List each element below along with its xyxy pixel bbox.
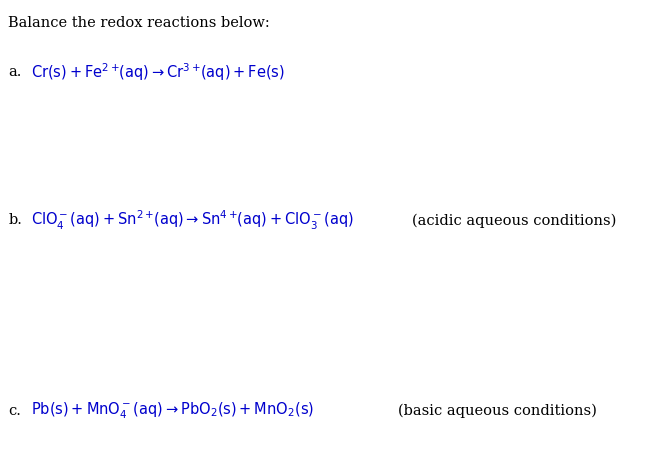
Text: $\mathrm{Pb(s) + MnO_4^-(aq) \rightarrow PbO_2(s) + MnO_2(s)}$: $\mathrm{Pb(s) + MnO_4^-(aq) \rightarrow… [31,400,314,420]
Text: c.: c. [8,403,21,417]
Text: $\mathrm{ClO_4^-(aq) + Sn^{2+}\!(aq) \rightarrow Sn^{4+}\!(aq) + ClO_3^-(aq)}$: $\mathrm{ClO_4^-(aq) + Sn^{2+}\!(aq) \ri… [31,208,354,232]
Text: b.: b. [8,213,22,227]
Text: (basic aqueous conditions): (basic aqueous conditions) [398,402,596,417]
Text: Balance the redox reactions below:: Balance the redox reactions below: [8,16,270,30]
Text: $\mathrm{Cr(s) + Fe^{2+}\!(aq) \rightarrow Cr^{3+}\!(aq) + Fe(s)}$: $\mathrm{Cr(s) + Fe^{2+}\!(aq) \rightarr… [31,61,285,82]
Text: a.: a. [8,65,22,79]
Text: (acidic aqueous conditions): (acidic aqueous conditions) [412,213,617,227]
